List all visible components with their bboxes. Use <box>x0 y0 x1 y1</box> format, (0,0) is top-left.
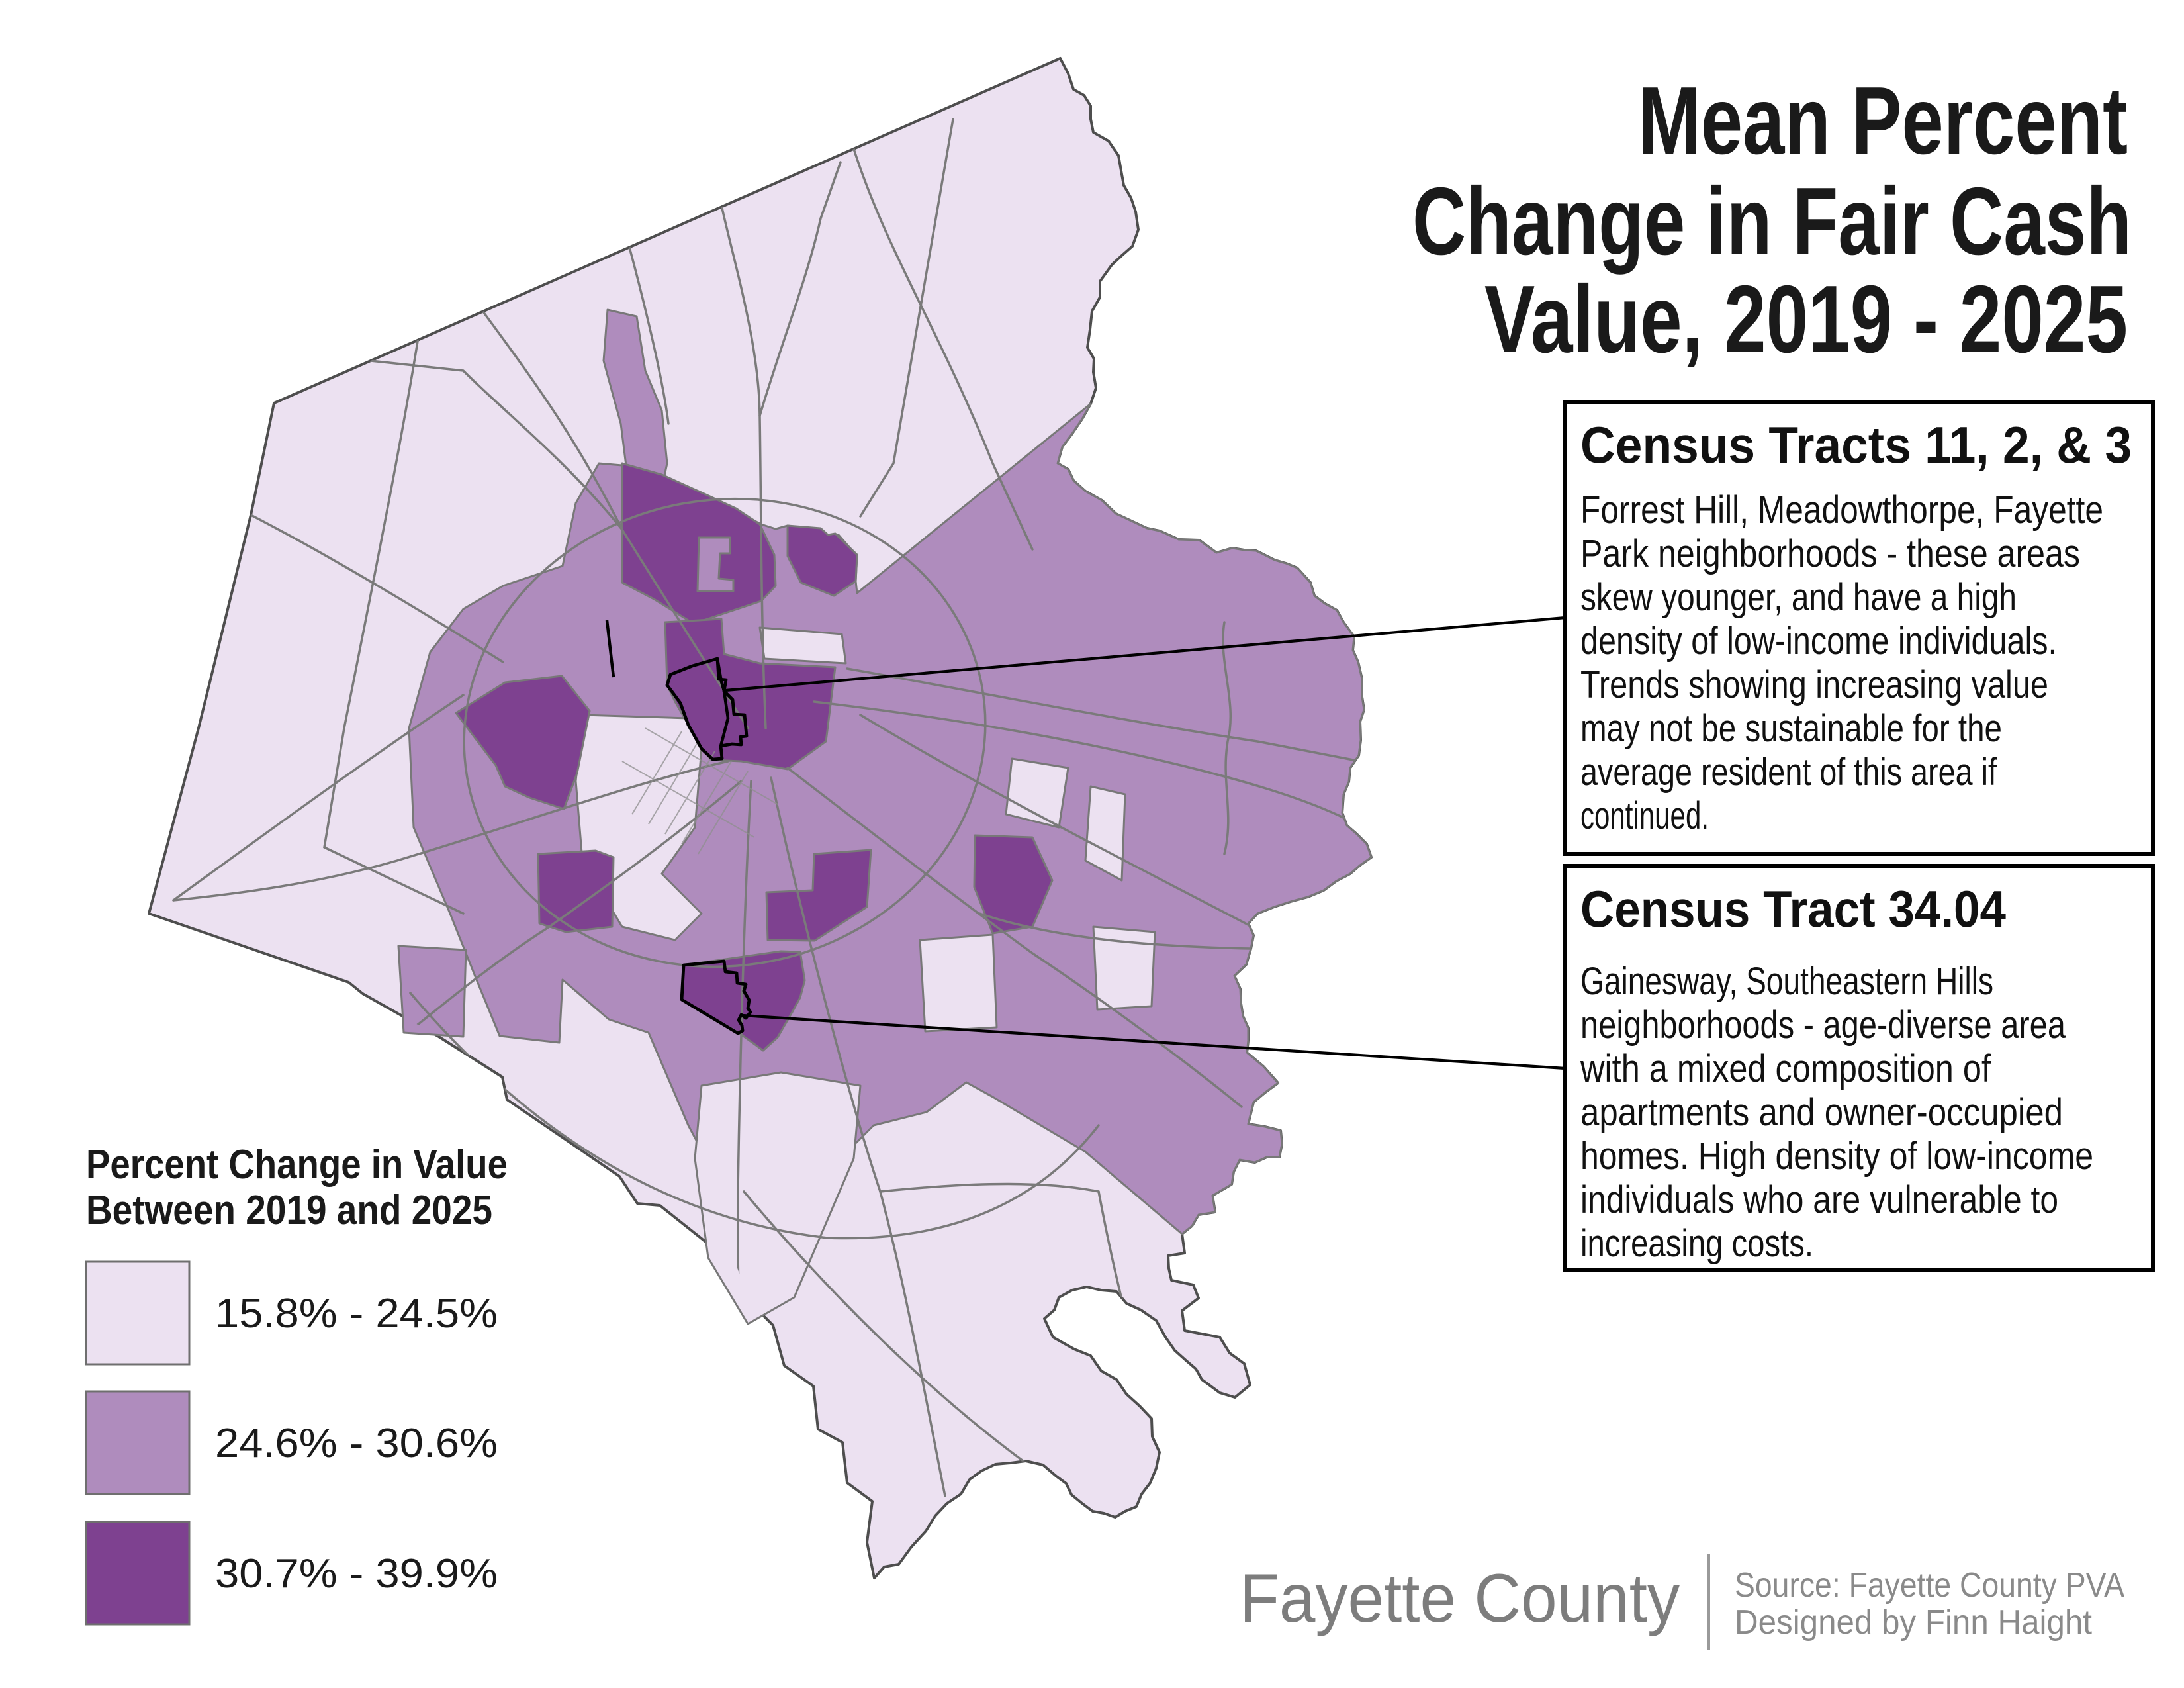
svg-text:Percent Change in Value: Percent Change in Value <box>86 1142 508 1188</box>
svg-text:Census Tracts 11, 2, & 3: Census Tracts 11, 2, & 3 <box>1580 416 2132 474</box>
svg-text:Forrest Hill, Meadowthorpe, Fa: Forrest Hill, Meadowthorpe, Fayette <box>1580 489 2103 532</box>
svg-text:24.6% - 30.6%: 24.6% - 30.6% <box>215 1421 498 1466</box>
svg-text:density of low-income individu: density of low-income individuals. <box>1580 620 2057 663</box>
svg-text:15.8% - 24.5%: 15.8% - 24.5% <box>215 1291 498 1336</box>
svg-text:Mean Percent: Mean Percent <box>1638 67 2128 174</box>
svg-text:Source: Fayette County PVA: Source: Fayette County PVA <box>1735 1566 2124 1605</box>
svg-text:homes. High density of low-inc: homes. High density of low-income <box>1580 1135 2093 1178</box>
svg-text:Change in Fair Cash: Change in Fair Cash <box>1412 167 2132 275</box>
svg-text:individuals who are vulnerable: individuals who are vulnerable to <box>1580 1178 2058 1221</box>
svg-text:Census Tract 34.04: Census Tract 34.04 <box>1580 880 2006 938</box>
svg-text:Gainesway, Southeastern Hills: Gainesway, Southeastern Hills <box>1580 960 1993 1003</box>
svg-text:neighborhoods - age-diverse ar: neighborhoods - age-diverse area <box>1580 1004 2066 1047</box>
svg-text:Designed by Finn Haight: Designed by Finn Haight <box>1735 1603 2093 1642</box>
svg-text:apartments and owner-occupied: apartments and owner-occupied <box>1580 1091 2063 1134</box>
svg-text:30.7% - 39.9%: 30.7% - 39.9% <box>215 1551 498 1597</box>
svg-text:skew younger, and have a high: skew younger, and have a high <box>1580 576 2017 619</box>
svg-text:Trends showing increasing valu: Trends showing increasing value <box>1580 663 2048 706</box>
svg-text:with a mixed composition of: with a mixed composition of <box>1580 1047 1991 1090</box>
svg-text:Value, 2019 - 2025: Value, 2019 - 2025 <box>1484 265 2128 373</box>
svg-text:increasing costs.: increasing costs. <box>1580 1222 1813 1265</box>
svg-text:Between 2019 and 2025: Between 2019 and 2025 <box>86 1188 492 1233</box>
svg-text:Park neighborhoods - these are: Park neighborhoods - these areas <box>1580 532 2080 575</box>
svg-text:Fayette County: Fayette County <box>1240 1560 1680 1637</box>
svg-text:continued.: continued. <box>1580 794 1709 837</box>
svg-text:may not be sustainable for the: may not be sustainable for the <box>1580 707 2002 750</box>
svg-text:average resident of this area: average resident of this area if <box>1580 751 1997 794</box>
